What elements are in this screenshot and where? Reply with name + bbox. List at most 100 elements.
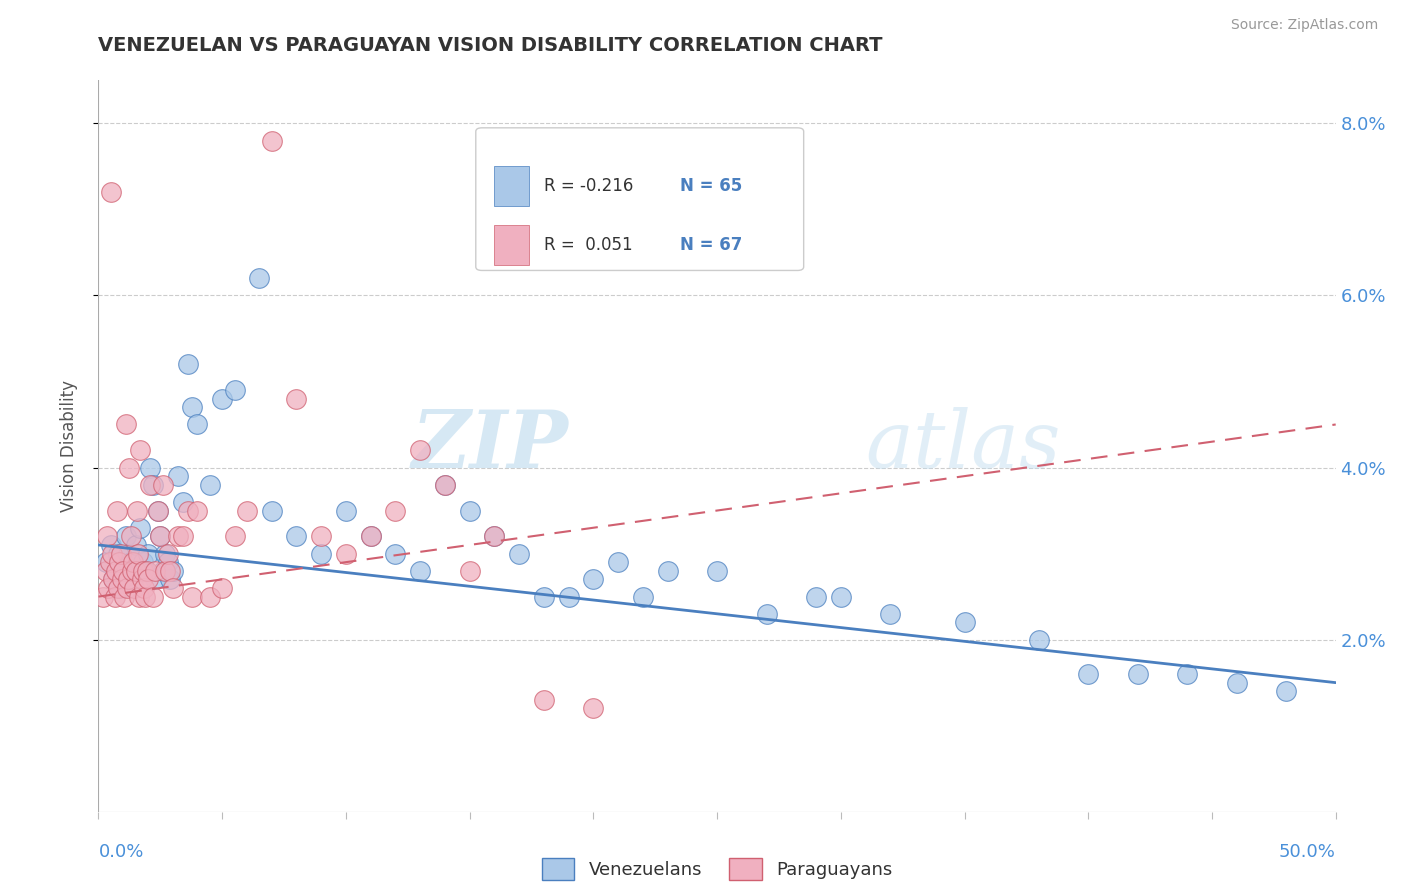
Point <box>152 477 174 491</box>
Point <box>172 495 194 509</box>
Point <box>111 573 134 587</box>
Point <box>129 521 152 535</box>
Point <box>122 573 145 587</box>
Point <box>96 529 118 543</box>
Point <box>94 564 117 578</box>
Point <box>1226 675 1249 690</box>
Point <box>1077 667 1099 681</box>
Point <box>134 564 156 578</box>
FancyBboxPatch shape <box>495 225 529 265</box>
Point <box>94 555 117 569</box>
Point <box>582 573 605 587</box>
Point <box>360 529 382 543</box>
Point <box>1126 667 1149 681</box>
Point <box>309 547 332 561</box>
Point <box>131 573 153 587</box>
Point <box>118 460 141 475</box>
Point <box>285 392 308 406</box>
Point <box>115 581 138 595</box>
Point <box>224 529 246 543</box>
Point <box>122 555 145 569</box>
Point <box>335 503 357 517</box>
Point <box>458 564 481 578</box>
Point <box>110 581 132 595</box>
Point <box>198 477 221 491</box>
Point <box>124 538 146 552</box>
Point <box>100 538 122 552</box>
Point <box>176 357 198 371</box>
Point <box>804 590 827 604</box>
Point <box>335 547 357 561</box>
Point <box>181 590 204 604</box>
Text: VENEZUELAN VS PARAGUAYAN VISION DISABILITY CORRELATION CHART: VENEZUELAN VS PARAGUAYAN VISION DISABILI… <box>98 36 883 54</box>
Point <box>360 529 382 543</box>
Point <box>149 529 172 543</box>
Point <box>97 581 120 595</box>
Point <box>136 573 159 587</box>
Point <box>104 564 127 578</box>
Point <box>156 555 179 569</box>
Point <box>508 547 530 561</box>
Point <box>484 529 506 543</box>
Point <box>103 573 125 587</box>
Point <box>755 607 778 621</box>
Point <box>433 477 456 491</box>
Point <box>557 590 579 604</box>
Point <box>120 529 142 543</box>
Point <box>139 477 162 491</box>
Text: atlas: atlas <box>866 408 1062 484</box>
Point <box>607 555 630 569</box>
Point <box>162 581 184 595</box>
Point <box>100 185 122 199</box>
Point <box>953 615 976 630</box>
Point <box>146 503 169 517</box>
Point <box>1175 667 1198 681</box>
Point <box>830 590 852 604</box>
Point <box>458 503 481 517</box>
Point <box>132 564 155 578</box>
Point <box>128 590 150 604</box>
Point <box>124 564 146 578</box>
Point <box>129 443 152 458</box>
Text: R =  0.051: R = 0.051 <box>544 235 633 254</box>
Text: R = -0.216: R = -0.216 <box>544 178 633 195</box>
Text: N = 65: N = 65 <box>681 178 742 195</box>
Point <box>1275 684 1298 698</box>
Point <box>162 564 184 578</box>
Point <box>107 581 129 595</box>
Point <box>236 503 259 517</box>
Point <box>159 564 181 578</box>
Point <box>247 271 270 285</box>
Point <box>384 503 406 517</box>
Point <box>103 573 125 587</box>
Point <box>879 607 901 621</box>
Point <box>120 555 142 569</box>
Point <box>112 564 135 578</box>
Point <box>146 503 169 517</box>
Point <box>152 564 174 578</box>
Y-axis label: Vision Disability: Vision Disability <box>59 380 77 512</box>
Point <box>110 547 132 561</box>
Point <box>135 564 157 578</box>
Point <box>211 581 233 595</box>
Point <box>108 555 131 569</box>
Point <box>631 590 654 604</box>
Point <box>98 555 121 569</box>
Point <box>132 555 155 569</box>
Point <box>103 590 125 604</box>
Point <box>172 529 194 543</box>
Point <box>198 590 221 604</box>
Point <box>117 547 139 561</box>
Point <box>211 392 233 406</box>
Point <box>1028 632 1050 647</box>
Point <box>533 693 555 707</box>
Point <box>136 547 159 561</box>
Point <box>127 547 149 561</box>
Point <box>176 503 198 517</box>
Point <box>260 503 283 517</box>
Point <box>117 573 139 587</box>
Point <box>657 564 679 578</box>
Point <box>139 460 162 475</box>
Point <box>166 469 188 483</box>
Point <box>142 590 165 604</box>
